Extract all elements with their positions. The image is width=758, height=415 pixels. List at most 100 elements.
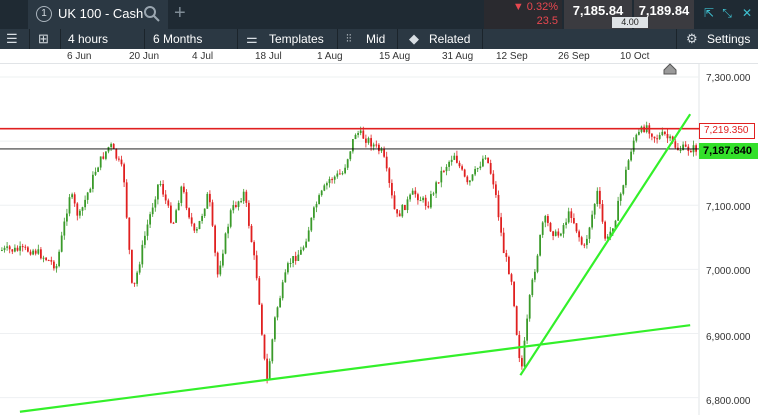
candle: [68, 197, 71, 214]
change-percent: ▼ 0.32%: [512, 1, 558, 13]
candle: [180, 186, 183, 203]
candle: [500, 217, 502, 233]
candle: [432, 193, 435, 195]
candle: [50, 260, 53, 262]
candle: [609, 231, 612, 237]
candle: [352, 139, 354, 152]
scroll-to-latest-icon[interactable]: [663, 63, 677, 75]
candle: [614, 220, 617, 229]
price-chart[interactable]: [0, 64, 758, 415]
candle: [32, 250, 34, 255]
candle: [297, 254, 300, 261]
candle: [58, 251, 60, 267]
candle: [404, 204, 406, 211]
candle: [201, 215, 203, 222]
instrument-title[interactable]: UK 100 - Cash: [58, 6, 144, 21]
candle: [664, 131, 666, 135]
candle: [528, 295, 531, 319]
date-tick: 15 Aug: [379, 51, 411, 62]
candle: [450, 159, 453, 162]
candle: [170, 205, 172, 223]
candle: [323, 185, 326, 191]
menu-icon[interactable]: ☰: [6, 31, 18, 46]
candle: [136, 272, 138, 284]
candle: [638, 131, 640, 135]
candle: [398, 213, 401, 217]
candle: [627, 160, 630, 170]
candle: [606, 236, 609, 239]
candle: [250, 225, 253, 243]
templates-icon[interactable]: ⚌: [246, 31, 258, 46]
settings-icon[interactable]: ⚙: [686, 31, 698, 46]
candle: [138, 264, 141, 273]
candle: [354, 134, 357, 140]
candle: [534, 271, 536, 280]
sell-price[interactable]: 7,185.84: [572, 3, 624, 18]
candle: [684, 144, 687, 147]
candle: [541, 222, 544, 235]
candle: [549, 222, 552, 232]
buy-price[interactable]: 7,189.84: [638, 3, 690, 18]
collapse-icon[interactable]: ⤡: [722, 6, 732, 20]
candle: [66, 213, 68, 222]
candle: [622, 185, 625, 194]
date-axis: [0, 49, 758, 64]
related-button[interactable]: Related: [429, 32, 471, 46]
close-icon[interactable]: ✕: [741, 6, 753, 20]
candle: [274, 317, 276, 340]
candle: [344, 167, 346, 174]
candle: [625, 169, 627, 186]
candle: [458, 162, 461, 167]
range-select[interactable]: 6 Months: [153, 32, 203, 46]
templates-button[interactable]: Templates: [269, 32, 324, 46]
candle: [544, 216, 547, 223]
candle: [40, 249, 42, 259]
candle: [19, 246, 21, 251]
candle: [593, 203, 596, 215]
candle: [24, 246, 27, 248]
candle: [214, 225, 216, 253]
candle: [604, 221, 606, 239]
popout-icon[interactable]: ⇱: [703, 6, 715, 20]
toolbar-divider: [144, 29, 145, 49]
candle: [263, 334, 266, 359]
candle: [560, 233, 562, 236]
price-type-select[interactable]: Mid: [366, 32, 386, 46]
candles-icon[interactable]: ⫶⫶: [346, 33, 352, 45]
add-tab-icon[interactable]: +: [174, 2, 186, 24]
price-tick: 7,000.000: [706, 266, 751, 277]
candle: [112, 143, 115, 149]
candle: [60, 235, 63, 252]
candle: [536, 255, 539, 272]
candle: [669, 136, 671, 139]
settings-button[interactable]: Settings: [707, 32, 751, 46]
candle: [164, 194, 167, 201]
candle: [149, 214, 151, 225]
candle: [105, 151, 107, 159]
candle: [619, 193, 622, 201]
tab-number-badge: 1: [36, 6, 52, 22]
candle: [258, 278, 261, 305]
candle: [474, 169, 476, 175]
candle: [547, 216, 549, 223]
candle: [466, 176, 469, 183]
candle: [469, 180, 471, 183]
candle: [206, 193, 209, 209]
layout-grid-icon[interactable]: ⊞: [38, 31, 49, 46]
candle: [463, 169, 466, 177]
candle: [37, 249, 40, 254]
candle: [222, 253, 224, 266]
candle: [526, 318, 528, 341]
candle: [388, 168, 391, 183]
candle: [300, 249, 302, 255]
related-icon[interactable]: ◆: [409, 31, 419, 46]
candle: [97, 167, 99, 172]
candle: [656, 138, 658, 140]
interval-select[interactable]: 4 hours: [68, 32, 109, 46]
candle: [307, 230, 310, 242]
candle: [294, 255, 297, 261]
candle: [196, 228, 198, 231]
candle: [456, 155, 458, 163]
candle: [409, 194, 411, 200]
search-icon[interactable]: [143, 5, 161, 23]
